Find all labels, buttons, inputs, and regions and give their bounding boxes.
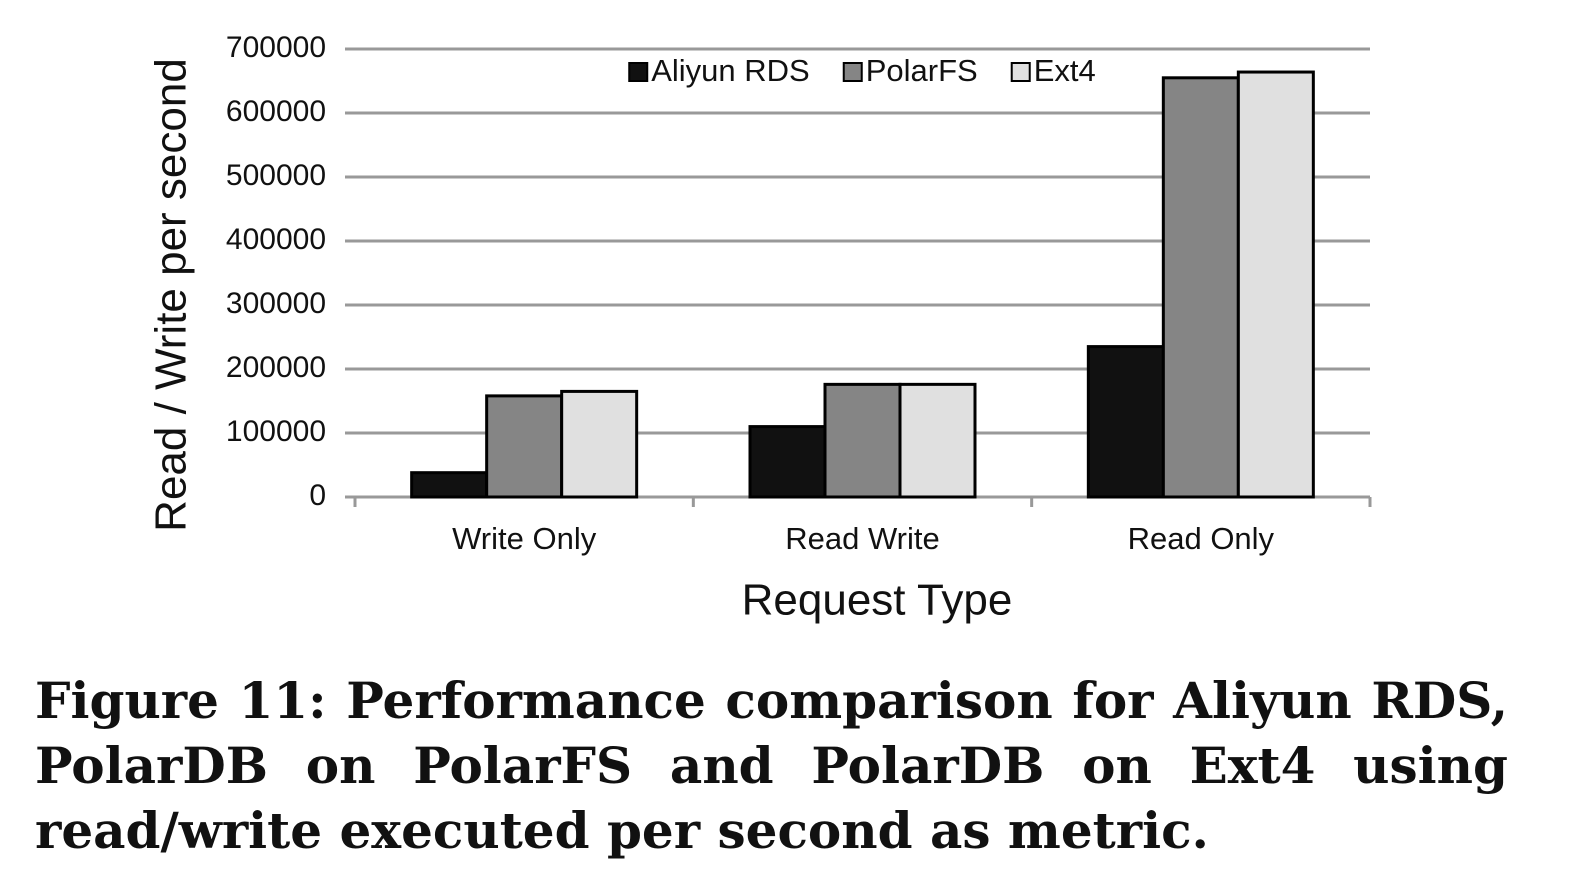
y-tick-label: 100000 <box>226 415 326 448</box>
y-tick-label: 300000 <box>226 287 326 320</box>
bar <box>823 382 902 499</box>
bar <box>560 389 639 499</box>
legend-label: PolarFS <box>866 53 978 88</box>
x-tick-label: Read Only <box>1128 521 1275 556</box>
legend-swatch <box>842 62 863 82</box>
bar <box>1161 76 1240 499</box>
bar <box>485 394 564 499</box>
y-tick-label: 500000 <box>226 159 326 192</box>
figure-caption: Figure 11: Performance comparison for Al… <box>35 671 1508 860</box>
y-axis-label: Read / Write per second <box>147 58 196 532</box>
bar <box>1236 70 1315 499</box>
legend-label: Aliyun RDS <box>651 53 810 88</box>
legend-label: Ext4 <box>1034 53 1096 88</box>
x-axis-label: Request Type <box>742 576 1013 625</box>
y-tick-label: 600000 <box>226 95 326 128</box>
bar <box>748 425 827 499</box>
bar <box>1086 345 1165 499</box>
legend-swatch <box>628 62 649 82</box>
y-tick-label: 700000 <box>226 31 326 64</box>
legend-swatch <box>1010 62 1031 82</box>
y-tick-label: 400000 <box>226 223 326 256</box>
y-tick-label: 200000 <box>226 351 326 384</box>
x-tick-label: Read Write <box>785 521 940 556</box>
chart: Read / Write per second Request Type 0 10… <box>147 31 1372 625</box>
y-tick-label: 0 <box>309 479 326 512</box>
x-tick-label: Write Only <box>452 521 597 556</box>
bar <box>898 382 977 499</box>
bar <box>410 471 489 499</box>
